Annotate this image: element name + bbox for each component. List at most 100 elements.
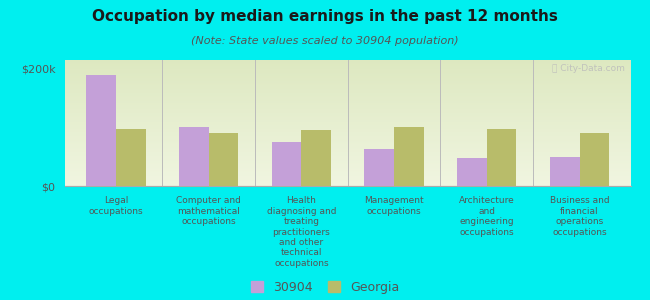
Bar (65, 184, 630, 185)
Bar (65, 156, 630, 157)
Text: Occupation by median earnings in the past 12 months: Occupation by median earnings in the pas… (92, 9, 558, 24)
Bar (65, 88, 630, 89)
Bar (65, 105, 630, 106)
Bar (65, 150, 630, 151)
Bar (65, 97, 630, 98)
Bar (65, 76, 630, 77)
Bar (65, 136, 630, 137)
Bar (65, 74, 630, 75)
Bar (65, 95, 630, 96)
Bar (302, 130, 331, 186)
Bar (65, 178, 630, 179)
Bar (65, 106, 630, 107)
Bar (65, 116, 630, 117)
Bar (65, 148, 630, 149)
Bar (65, 172, 630, 173)
Bar (65, 115, 630, 116)
Text: (Note: State values scaled to 30904 population): (Note: State values scaled to 30904 popu… (191, 36, 459, 46)
Bar (65, 168, 630, 169)
Bar (487, 129, 517, 186)
Bar (65, 87, 630, 88)
Bar (65, 174, 630, 175)
Bar (65, 170, 630, 171)
Bar (65, 142, 630, 143)
Bar (65, 107, 630, 108)
Bar (65, 111, 630, 112)
Bar (65, 82, 630, 83)
Bar (65, 84, 630, 85)
Bar (65, 117, 630, 118)
Bar (65, 86, 630, 87)
Bar (65, 145, 630, 146)
Bar (65, 124, 630, 125)
Bar (65, 152, 630, 153)
Bar (65, 180, 630, 181)
Bar (65, 153, 630, 154)
Bar (65, 81, 630, 82)
Bar (394, 128, 424, 186)
Bar (65, 181, 630, 182)
Bar (65, 62, 630, 63)
Bar (65, 162, 630, 163)
Bar (65, 182, 630, 183)
Bar (65, 171, 630, 172)
Bar (65, 139, 630, 140)
Bar (65, 72, 630, 73)
Bar (65, 160, 630, 161)
Bar (65, 143, 630, 144)
Bar (65, 112, 630, 113)
Bar (65, 77, 630, 78)
Bar (65, 157, 630, 158)
Bar (65, 126, 630, 127)
Bar (65, 151, 630, 152)
Bar (65, 113, 630, 114)
Bar (65, 90, 630, 91)
Bar (65, 66, 630, 67)
Bar (65, 140, 630, 141)
Bar (65, 131, 630, 132)
Bar (65, 118, 630, 119)
Bar (65, 89, 630, 90)
Bar (65, 75, 630, 76)
Bar (65, 161, 630, 162)
Bar (65, 79, 630, 80)
Bar (65, 67, 630, 68)
Bar (65, 144, 630, 145)
Bar (65, 104, 630, 105)
Bar (65, 73, 630, 74)
Bar (65, 64, 630, 65)
Bar (65, 163, 630, 164)
Legend: 30904, Georgia: 30904, Georgia (250, 281, 400, 294)
Bar (65, 177, 630, 178)
Bar (65, 65, 630, 66)
Bar (65, 135, 630, 136)
Bar (65, 130, 630, 131)
Bar (65, 120, 630, 121)
Bar (65, 101, 630, 102)
Bar (65, 68, 630, 69)
Bar (65, 154, 630, 155)
Bar (365, 149, 394, 186)
Bar (65, 122, 630, 123)
Bar (65, 100, 630, 101)
Bar (65, 83, 630, 84)
Bar (65, 146, 630, 147)
Bar (65, 173, 630, 174)
Bar (65, 167, 630, 168)
Bar (65, 99, 630, 100)
Bar (65, 78, 630, 79)
Bar (179, 128, 209, 186)
Bar (65, 71, 630, 72)
Bar (65, 169, 630, 170)
Bar (116, 129, 146, 186)
Bar (65, 159, 630, 160)
Bar (65, 61, 630, 62)
Bar (65, 147, 630, 148)
Bar (65, 60, 630, 61)
Bar (65, 125, 630, 126)
Bar (65, 103, 630, 104)
Bar (65, 98, 630, 99)
Bar (65, 183, 630, 184)
Bar (550, 157, 580, 186)
Bar (65, 133, 630, 134)
